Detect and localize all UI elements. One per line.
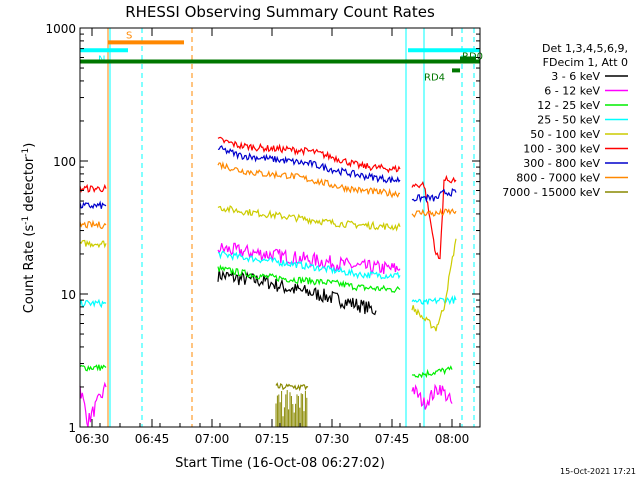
generation-timestamp: 15-Oct-2021 17:21 bbox=[560, 467, 636, 476]
y-axis-label-end: ) bbox=[22, 143, 37, 148]
y-tick-label-0: 1 bbox=[68, 421, 76, 435]
series-line-4-segment-0 bbox=[79, 239, 107, 249]
axes: 06:30 06:45 07:00 07:15 07:30 07:45 08:00 1 10 10… bbox=[45, 22, 481, 446]
legend-header-line-2: FDecim 1, Att 0 bbox=[543, 56, 628, 69]
x-axis-label: Start Time (16-Oct-08 06:27:02) bbox=[175, 456, 385, 471]
series-line-5-segment-0 bbox=[79, 183, 107, 193]
y-tick-label-3: 1000 bbox=[45, 22, 76, 36]
series-line-2-segment-0 bbox=[79, 364, 107, 372]
series-line-2-segment-2 bbox=[411, 365, 453, 379]
series-line-6-segment-0 bbox=[79, 200, 107, 210]
x-tick-label-2: 07:00 bbox=[195, 432, 230, 446]
legend-label-5: 100 - 300 keV bbox=[523, 143, 600, 156]
series-line-1-segment-0 bbox=[79, 381, 107, 428]
series-line-7-segment-1 bbox=[217, 161, 401, 199]
legend: Det 1,3,4,5,6,9, FDecim 1, Att 0 3 - 6 k… bbox=[502, 42, 628, 199]
plot-area: SNRD4RD0 bbox=[79, 28, 483, 428]
x-tick-label-4: 07:30 bbox=[315, 432, 350, 446]
y-axis-label-sup1: -1 bbox=[21, 216, 31, 225]
series-line-3-segment-1 bbox=[217, 250, 401, 280]
series-line-6-segment-2 bbox=[411, 187, 457, 204]
legend-label-7: 800 - 7000 keV bbox=[516, 172, 600, 185]
series-line-1-segment-2 bbox=[411, 383, 453, 410]
x-tick-label-3: 07:15 bbox=[255, 432, 290, 446]
x-tick-label-0: 06:30 bbox=[75, 432, 110, 446]
series-line-1-segment-1 bbox=[217, 242, 401, 276]
y-axis-label-sup2: -1 bbox=[21, 148, 31, 157]
y-tick-label-1: 10 bbox=[61, 288, 76, 302]
series-line-3-segment-0 bbox=[79, 298, 107, 309]
series-line-3-segment-2 bbox=[411, 294, 457, 306]
legend-label-3: 25 - 50 keV bbox=[537, 114, 600, 127]
y-tick-label-2: 100 bbox=[53, 155, 76, 169]
x-tick-label-1: 06:45 bbox=[135, 432, 170, 446]
legend-label-2: 12 - 25 keV bbox=[537, 99, 600, 112]
series-line-5-segment-1 bbox=[217, 136, 401, 174]
y-axis-label-mid: detector bbox=[22, 156, 37, 216]
legend-label-6: 300 - 800 keV bbox=[523, 157, 600, 170]
flag-label-0: S bbox=[126, 30, 132, 41]
flag-label-4: RD4 bbox=[424, 72, 445, 83]
series-line-4-segment-2 bbox=[411, 238, 457, 332]
series-line-6-segment-1 bbox=[217, 145, 401, 184]
legend-label-0: 3 - 6 keV bbox=[551, 70, 600, 83]
series-line-4-segment-1 bbox=[217, 205, 401, 232]
series-line-8-segment-0 bbox=[275, 382, 309, 392]
y-axis-label-main: Count Rate (s bbox=[22, 225, 37, 314]
series-line-7-segment-2 bbox=[411, 207, 457, 218]
legend-header-line-1: Det 1,3,4,5,6,9, bbox=[542, 42, 628, 55]
series-line-2-segment-1 bbox=[217, 264, 401, 293]
x-tick-label-5: 07:45 bbox=[375, 432, 410, 446]
flag-label-5: RD0 bbox=[462, 51, 483, 62]
series-line-7-segment-0 bbox=[79, 219, 107, 230]
legend-label-4: 50 - 100 keV bbox=[530, 128, 600, 141]
legend-label-1: 6 - 12 keV bbox=[544, 85, 600, 98]
series-line-5-segment-2 bbox=[411, 174, 457, 260]
legend-label-8: 7000 - 15000 keV bbox=[502, 186, 600, 199]
series-line-0-segment-0 bbox=[217, 268, 377, 316]
chart-title: RHESSI Observing Summary Count Rates bbox=[125, 3, 435, 21]
y-axis-label: Count Rate (s-1 detector-1) bbox=[21, 143, 37, 314]
x-tick-label-6: 08:00 bbox=[435, 432, 470, 446]
